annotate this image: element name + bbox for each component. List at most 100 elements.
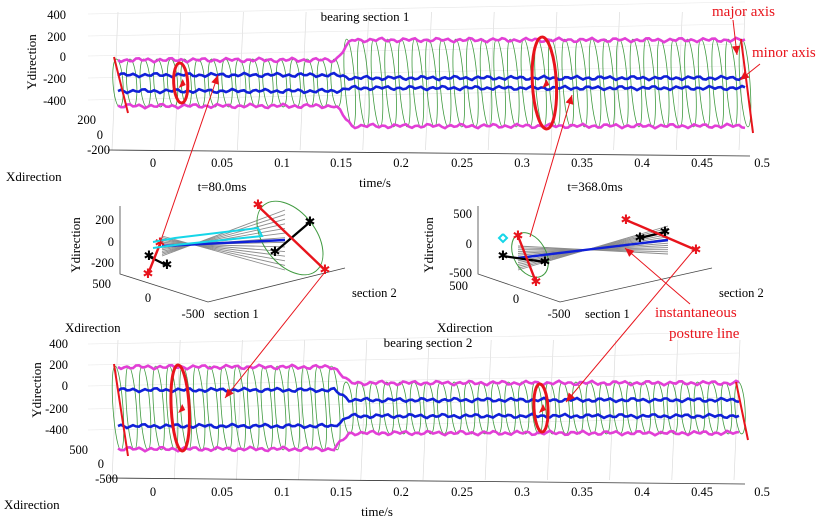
green-ellipse [289,58,301,108]
y-tick-label: 200 [47,30,66,44]
posture-line-label-2: posture line [669,326,740,342]
minor-axis-black [502,254,546,264]
rotation-arrowhead [178,79,186,88]
y-tick-label: 0 [60,50,66,64]
green-ellipse [384,38,397,128]
y-tick-label: 0 [108,235,114,249]
z-tick-label: 0 [513,292,519,306]
panel2-xlabel: time/s [361,504,393,519]
upper-envelope-pink [117,363,740,387]
grid-line [87,373,741,387]
green-ellipse [656,38,670,128]
grid-line [360,339,368,481]
grid-line [422,339,430,481]
grid-line [87,417,741,431]
inset-frame [119,206,346,303]
panel1-ylabel: Ydirection [24,34,39,90]
y-tick-label: -200 [43,72,66,86]
panel1-y-ticks: 400 200 0 -200 -400 [43,8,66,108]
star-marker: ✱ [621,213,632,228]
green-ellipse [572,381,584,435]
z-tick-label: 500 [69,443,88,457]
z-tick-label: 500 [449,279,468,293]
y-tick-label: 400 [49,337,68,351]
x-tick-label: 0 [150,156,156,170]
grid-line [87,1,746,15]
panel1-zlabel: Xdirection [6,169,62,184]
highlight-ellipse [530,35,559,131]
x-tick-label: 0.35 [571,156,593,170]
major-axis-red [516,235,538,283]
z-tick-label: 0 [145,291,151,305]
star-marker: ✱ [270,245,281,260]
x-tick-label: 0.35 [571,485,593,499]
green-ellipse [303,58,315,108]
green-ellipse [479,38,493,128]
x-tick-label: 0.5 [754,485,770,499]
star-marker: ✱ [660,225,671,240]
link-arrow-inset2-to-panel1-head [565,95,574,105]
x-tick-label: 0.1 [274,156,290,170]
green-ellipse [314,365,328,451]
grid-line [111,11,119,151]
cyan-indicator [152,226,264,249]
green-ellipse [629,38,643,128]
grid-line [671,339,679,481]
panel2-zlabel: Xdirection [4,497,60,512]
grid-line [547,339,554,481]
green-ellipse [463,381,476,435]
star-marker: ✱ [144,249,155,264]
major-axis-red [257,205,326,271]
panel1-grid [87,1,751,157]
minor-axis-black [274,221,311,253]
green-ellipse [260,365,273,451]
y-tick-label: 200 [95,213,114,227]
rotation-arrowhead [178,404,186,413]
major-axis-label: major axis [712,4,775,20]
green-ellipse [221,58,233,108]
x-tick-label: 0.1 [274,485,290,499]
green-ellipse [247,365,260,451]
inset2-section1: section 1 [585,307,630,321]
grid-line [425,11,432,151]
minor-axis-arrow-head [740,71,750,80]
upper-trajectory-blue [117,386,740,404]
x-tick-label: 0.2 [393,156,409,170]
x-axis-line [107,149,751,157]
grid-line [87,23,746,37]
upper-trajectory-blue [117,71,746,82]
green-ellipse [139,58,151,108]
x-tick-label: 0.15 [330,485,352,499]
green-ellipse [666,381,679,435]
rotation-arrowhead [542,79,550,88]
upper-envelope-pink [117,36,746,64]
major-axis-red [146,243,162,275]
green-ellipse [707,381,719,435]
major-axis-red [625,218,697,252]
panel1-title: bearing section 1 [321,9,410,24]
green-ellipse [409,381,422,435]
posture-line-label-1: instantaneous [655,305,737,321]
inset1-section1: section 1 [214,307,259,321]
green-ellipse [639,381,652,435]
rotation-arrowhead [538,404,546,413]
inset1-ylabel: Ydirection [68,217,83,273]
x-tick-label: 0.3 [514,156,530,170]
green-ellipse [602,38,615,128]
fan-line [161,218,286,254]
y-tick-label: 200 [49,358,68,372]
lower-envelope-pink [117,429,740,453]
inset-t368: ✱ ✱✱ ✱✱✱✱✱ t=368.0ms 500 0 -500 Ydirection… [421,179,764,335]
green-ellipse [693,381,706,435]
end-posture-line [740,38,754,134]
fan-line [161,237,286,266]
y-tick-label: 0 [466,237,472,251]
star-marker: ✱ [540,255,551,270]
green-ellipse [287,365,300,451]
end-posture-line [735,381,749,441]
fan-line [161,223,286,252]
green-ellipse [357,38,370,128]
green-ellipse [438,38,452,128]
panel-bearing-section-2: bearing section 2 400 200 0 -200 -400 Yd… [4,331,770,519]
star-marker: ✱ [691,243,702,258]
